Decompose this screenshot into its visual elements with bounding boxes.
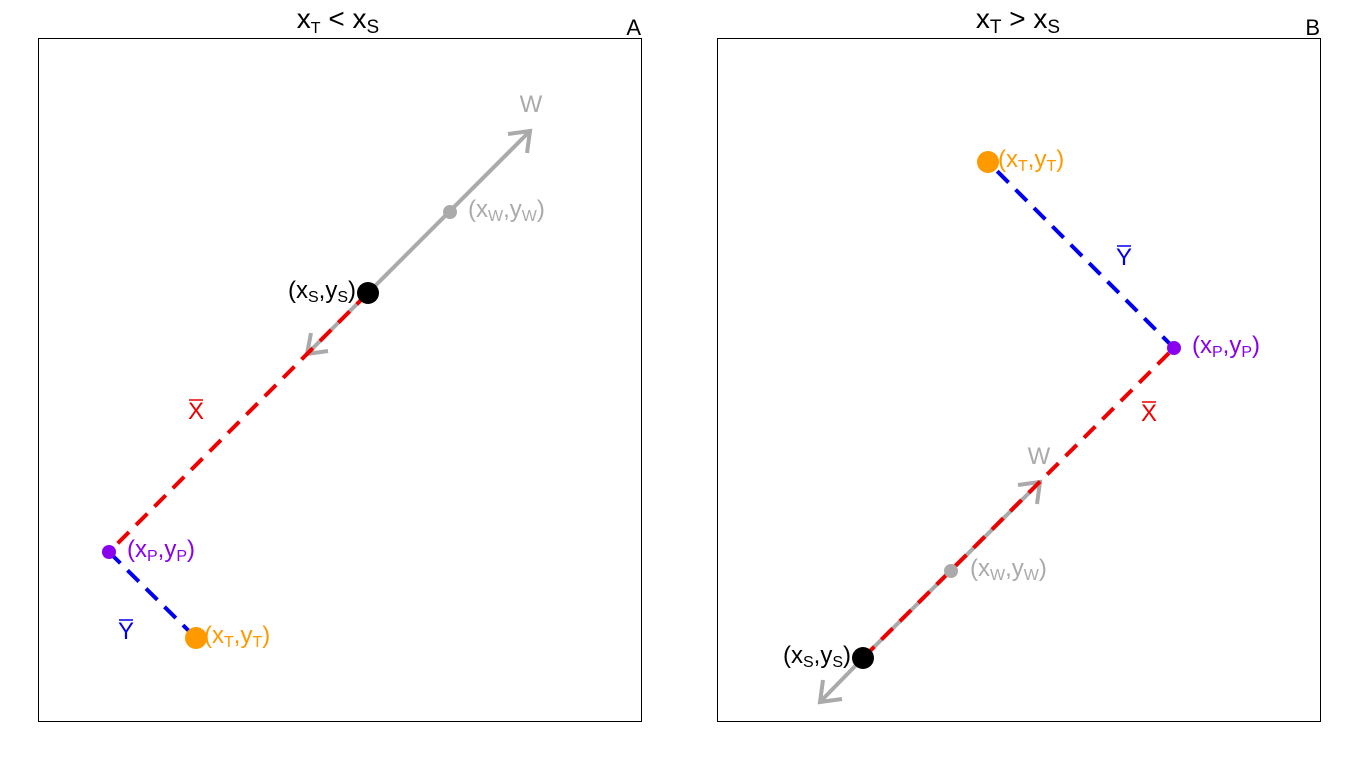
panel-a-w-label: W: [520, 91, 543, 118]
panel-b-title: xT > xS: [976, 3, 1060, 38]
panel-a-point-p: [102, 545, 116, 559]
panel-b-point-t: [977, 151, 999, 173]
panel-a: xT < xS A W (xW,yW) (xS,yS) X (xP,yP) Y …: [38, 3, 642, 722]
panel-a-frame: [38, 38, 642, 722]
panel-a-ybar-line: [107, 550, 198, 640]
panel-a-ybar-label: Y: [118, 618, 134, 645]
panel-b-ybar-label: Y: [1116, 244, 1132, 271]
panel-b-point-p-label: (xP,yP): [1192, 332, 1260, 361]
panel-a-point-t: [185, 627, 207, 649]
panel-a-xbar-line: [107, 291, 370, 554]
panel-b-point-p: [1167, 341, 1181, 355]
panel-b-s-direction-arrowhead: [817, 679, 843, 705]
panel-a-w-arrowhead: [507, 128, 533, 154]
panel-b-xbar-line: [861, 346, 1176, 660]
panel-a-point-s: [357, 282, 379, 304]
panel-b-frame: [717, 38, 1321, 722]
panel-a-point-w: [443, 205, 457, 219]
panel-b: xT > xS B (xT,yT) Y (xP,yP) X W (xW,yW) …: [717, 3, 1321, 722]
panel-b-point-w-label: (xW,yW): [970, 555, 1047, 584]
panel-b-corner-label: B: [1305, 15, 1320, 40]
panel-a-point-s-label: (xS,yS): [288, 277, 356, 306]
panel-b-xbar-label: X: [1141, 400, 1157, 427]
panel-a-point-p-label: (xP,yP): [127, 536, 195, 565]
panel-b-point-w: [944, 564, 958, 578]
panel-b-point-t-label: (xT,yT): [998, 146, 1064, 175]
panel-b-w-label: W: [1028, 443, 1051, 470]
panel-a-xbar-label: X: [188, 398, 204, 425]
panel-b-point-s-label: (xS,yS): [783, 642, 851, 671]
panel-a-title: xT < xS: [297, 3, 379, 38]
panel-a-point-t-label: (xT,yT): [204, 622, 270, 651]
panel-a-corner-label: A: [626, 15, 641, 40]
panel-b-ybar-line: [986, 160, 1176, 350]
panel-a-point-w-label: (xW,yW): [468, 196, 545, 225]
panel-b-point-s: [852, 647, 874, 669]
